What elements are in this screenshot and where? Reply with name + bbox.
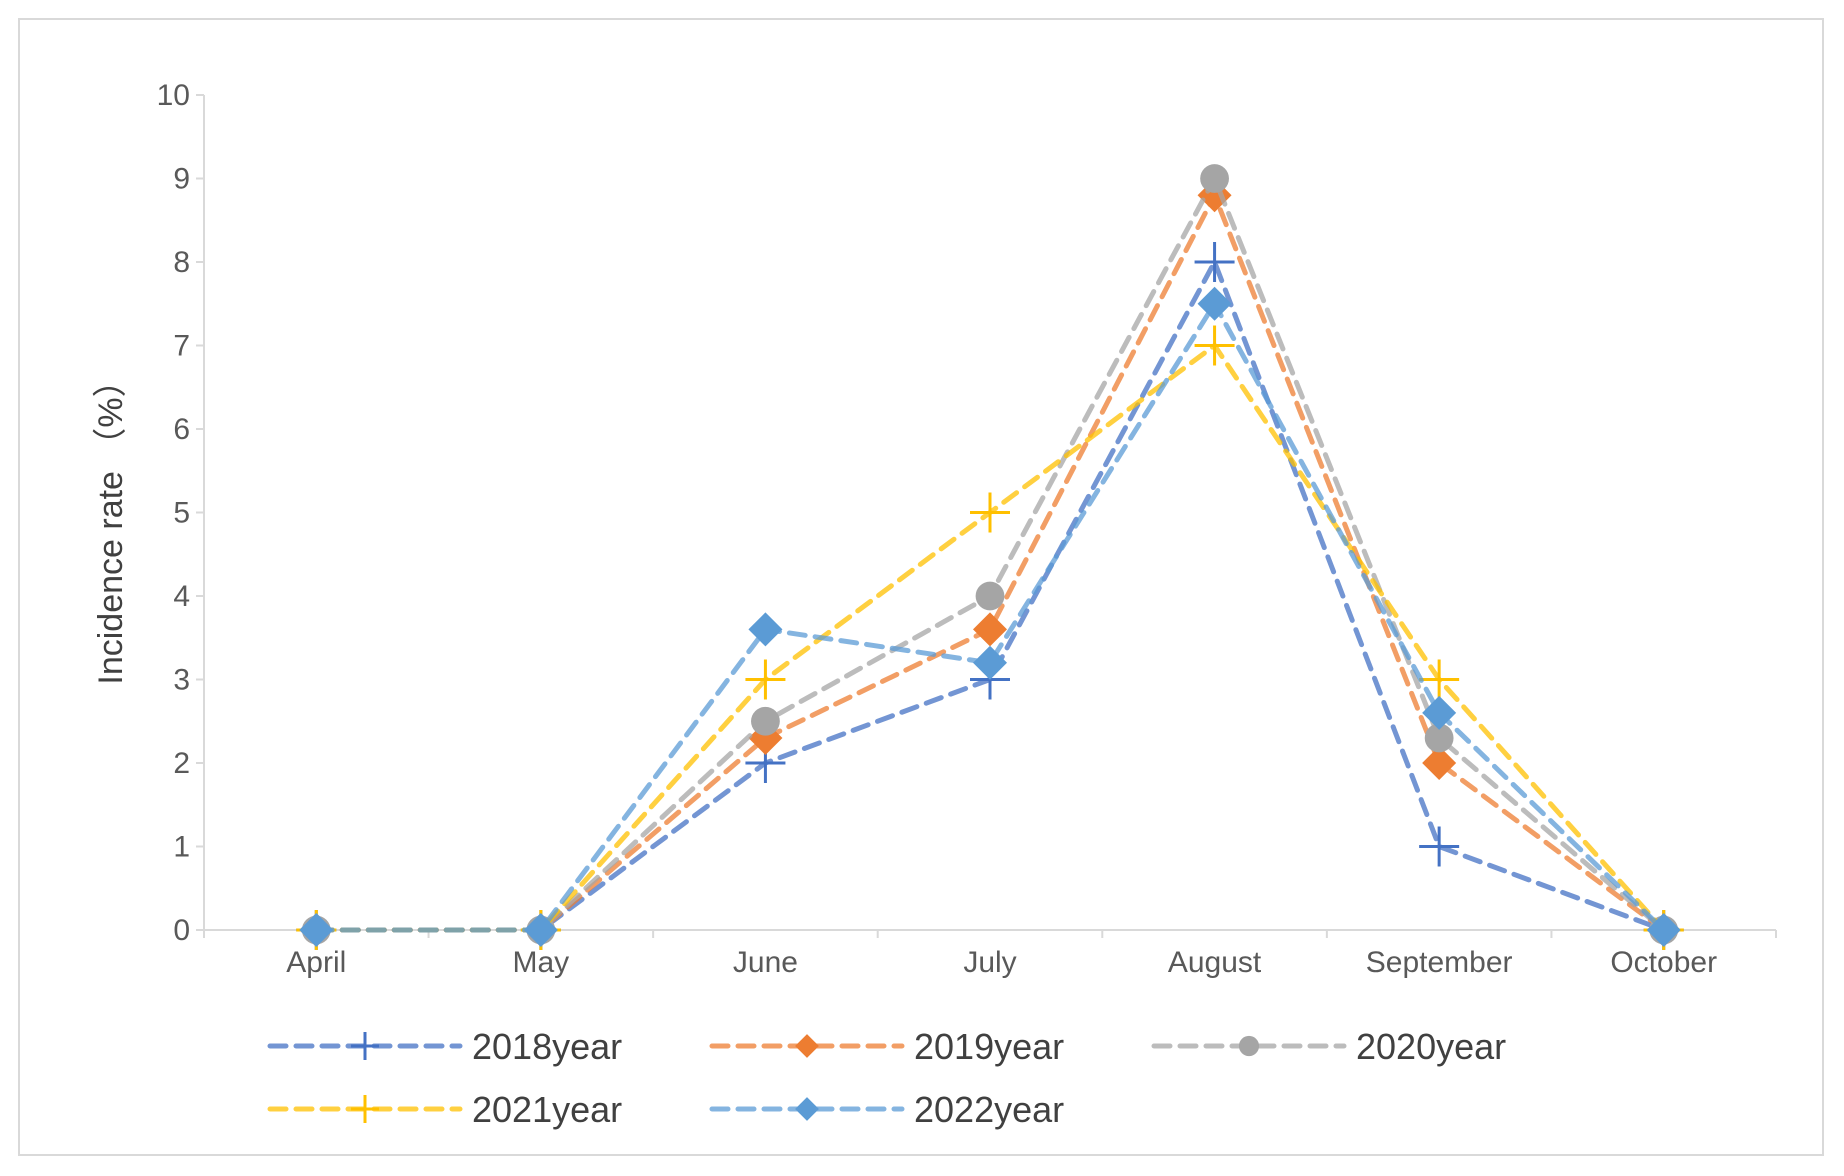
- legend-label: 2022year: [914, 1089, 1064, 1130]
- x-tick-label: September: [1366, 946, 1513, 979]
- legend-marker: [795, 1097, 819, 1121]
- x-tick-label: April: [286, 946, 346, 979]
- legend-item-2020year: 2020year: [1151, 1026, 1506, 1067]
- legend-marker: [795, 1034, 819, 1058]
- data-point: [1419, 826, 1460, 867]
- y-tick-label: 1: [173, 831, 190, 864]
- y-tick-label: 8: [173, 246, 190, 279]
- y-tick-label: 9: [173, 163, 190, 196]
- legend-label: 2021year: [472, 1089, 622, 1130]
- legend-marker: [351, 1032, 379, 1060]
- legend-marker: [1238, 1035, 1260, 1057]
- x-tick-label: July: [963, 946, 1016, 979]
- data-point: [523, 913, 558, 947]
- series-2022year: [299, 286, 1681, 947]
- data-point: [1424, 723, 1454, 753]
- legend-item-2021year: 2021year: [267, 1089, 622, 1130]
- data-point: [1197, 286, 1232, 321]
- data-point: [975, 581, 1005, 611]
- series-line: [313, 189, 1667, 933]
- x-tick-label: May: [513, 946, 570, 979]
- data-point: [1194, 325, 1235, 366]
- legend-label: 2020year: [1356, 1026, 1506, 1067]
- x-tick-label: October: [1610, 946, 1717, 979]
- data-point: [970, 492, 1010, 533]
- series-layer: [296, 164, 1684, 950]
- chart-frame: [18, 18, 1824, 1156]
- y-tick-label: 6: [173, 413, 190, 446]
- data-point: [1646, 913, 1681, 947]
- legend-item-2019year: 2019year: [709, 1026, 1064, 1067]
- y-axis-title: Incidence rate （%）: [92, 363, 130, 684]
- data-point: [1422, 746, 1457, 780]
- y-tick-label: 7: [173, 330, 190, 363]
- legend-label: 2018year: [472, 1026, 622, 1067]
- y-tick-label: 5: [173, 497, 190, 530]
- data-point: [1419, 659, 1460, 700]
- y-tick-label: 10: [157, 79, 190, 112]
- series-2019year: [299, 178, 1681, 947]
- data-point: [299, 913, 334, 947]
- legend-marker: [351, 1095, 379, 1123]
- data-point: [1200, 164, 1229, 193]
- y-tick-label: 0: [173, 914, 190, 947]
- data-point: [748, 612, 783, 647]
- data-point: [745, 659, 786, 700]
- series-2020year: [301, 164, 1679, 945]
- y-tick-label: 3: [173, 664, 190, 697]
- legend-label: 2019year: [914, 1026, 1064, 1067]
- series-line: [313, 172, 1667, 933]
- y-tick-label: 4: [173, 580, 190, 613]
- legend-item-2018year: 2018year: [267, 1026, 622, 1067]
- legend-item-2022year: 2022year: [709, 1089, 1064, 1130]
- data-point: [973, 612, 1007, 647]
- legend: 2018year 2019year 2020year 2021year 2022year: [267, 1026, 1506, 1130]
- x-tick-label: August: [1168, 946, 1262, 979]
- x-tick-label: June: [733, 946, 798, 979]
- data-point: [1422, 695, 1457, 730]
- axes: 0 1 2 3 4 5 6 7 8 9 10 April May June July August Septem…: [157, 79, 1777, 979]
- y-tick-label: 2: [173, 747, 190, 780]
- data-point: [751, 706, 780, 736]
- data-point: [1194, 242, 1235, 282]
- data-point: [973, 645, 1007, 680]
